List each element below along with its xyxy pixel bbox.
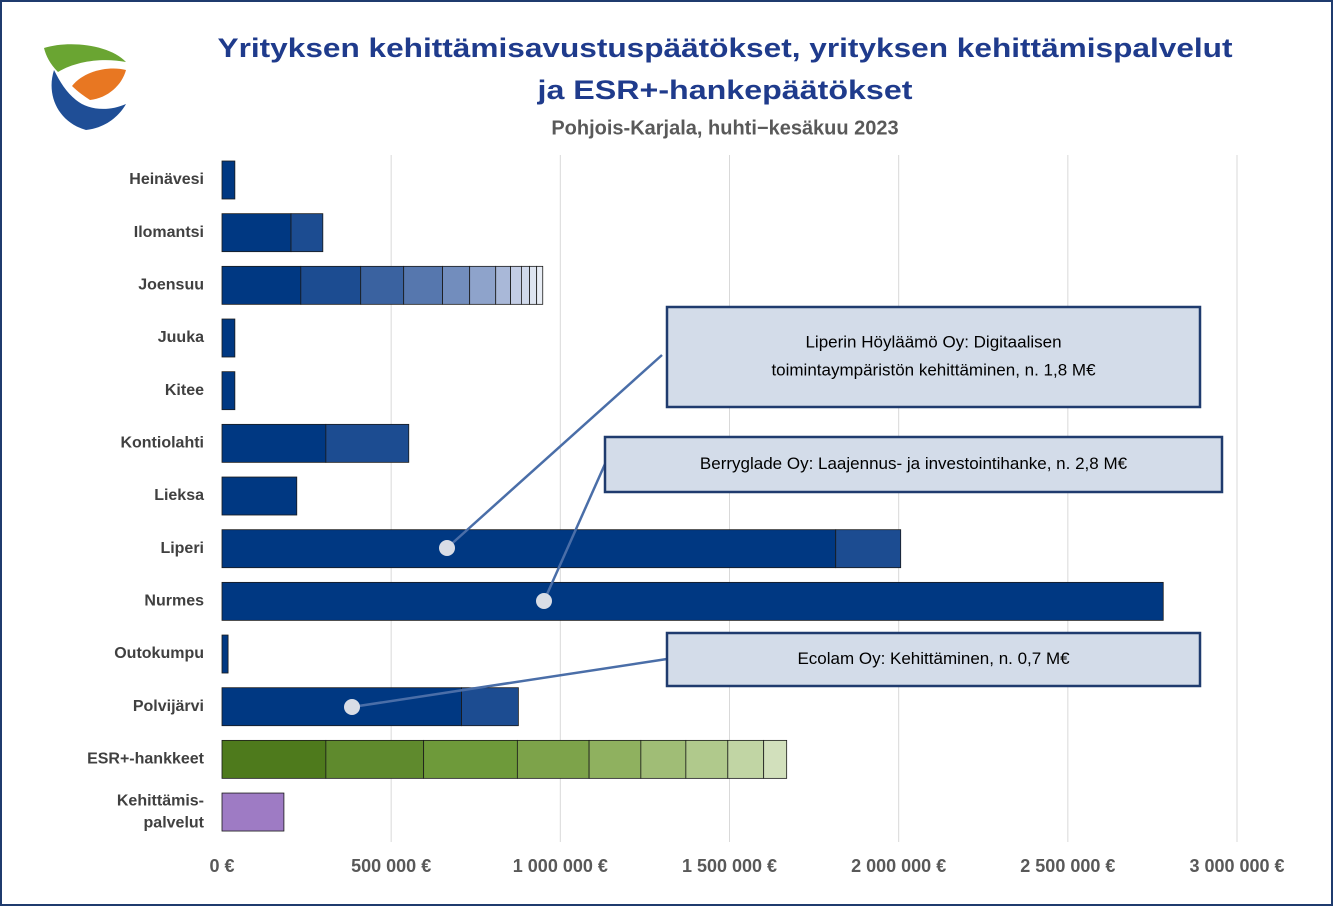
bar-segment [588, 739, 642, 779]
bar-segment [495, 265, 511, 305]
connector-dot [344, 699, 360, 715]
y-tick-label: Liperi [160, 540, 204, 557]
bar-segment [221, 476, 298, 516]
connector [351, 657, 668, 709]
bar-segment [221, 160, 236, 200]
annotation-text: Liperin Höyläämö Oy: Digitaalisen [805, 332, 1061, 351]
bar-segment [221, 687, 462, 727]
x-tick-label: 2 000 000 € [851, 856, 946, 876]
x-tick-label: 3 000 000 € [1189, 856, 1284, 876]
annotation-text: toimintaympäristön kehittäminen, n. 1,8 … [771, 360, 1096, 379]
bar-segment [221, 529, 837, 569]
connector-dot [439, 540, 455, 556]
bar-segment [469, 265, 497, 305]
bar-segment [290, 213, 324, 253]
bar-segment [221, 265, 302, 305]
y-tick-label: Kontiolahti [120, 435, 204, 452]
annotation-text: Ecolam Oy: Kehittäminen, n. 0,7 M€ [797, 649, 1070, 668]
y-tick-label: Heinävesi [129, 171, 204, 188]
bar-segment [835, 529, 902, 569]
bar-segment [325, 739, 425, 779]
x-tick-label: 500 000 € [351, 856, 431, 876]
annotation-text: Berryglade Oy: Laajennus- ja investointi… [700, 454, 1128, 473]
bar-segment [521, 265, 530, 305]
x-tick-label: 1 000 000 € [513, 856, 608, 876]
bar-segment [536, 265, 544, 305]
annotation-box [665, 305, 1202, 409]
bar-segment [221, 423, 327, 463]
y-tick-label: Juuka [158, 329, 204, 346]
annotation-box [603, 435, 1224, 494]
bar-segment [221, 739, 327, 779]
y-tick-label: Polvijärvi [133, 698, 204, 715]
y-tick-label: ESR+-hankkeet [87, 751, 205, 768]
bar-segment [516, 739, 590, 779]
bar-segment [325, 423, 410, 463]
bar-segment [442, 265, 471, 305]
bar-segment [423, 739, 518, 779]
chart-title: ja ESR+-hankepäätökset [536, 75, 912, 105]
bar-segment [510, 265, 522, 305]
bar-segment [640, 739, 687, 779]
connector [542, 463, 607, 602]
y-tick-label: Lieksa [154, 487, 204, 504]
bar-segment [461, 687, 519, 727]
bar-segment [221, 371, 236, 411]
x-tick-label: 1 500 000 € [682, 856, 777, 876]
x-tick-label: 0 € [209, 856, 234, 876]
y-tick-label: Kehittämis- [117, 792, 204, 809]
bar-segment [221, 634, 229, 674]
bar-segment [300, 265, 362, 305]
x-tick-label: 2 500 000 € [1020, 856, 1115, 876]
y-tick-label: palvelut [144, 814, 205, 831]
bar-segment [685, 739, 729, 779]
bar-segment [529, 265, 538, 305]
y-tick-label: Kitee [165, 382, 204, 399]
bar-segment [221, 792, 285, 832]
logo [44, 44, 126, 130]
annotation-box [665, 631, 1202, 688]
bar-segment [360, 265, 405, 305]
bar-segment [727, 739, 765, 779]
y-tick-label: Joensuu [138, 277, 204, 294]
y-tick-label: Ilomantsi [134, 224, 204, 241]
y-tick-label: Nurmes [144, 593, 204, 610]
y-tick-label: Outokumpu [114, 645, 204, 662]
bar-segment [221, 581, 1164, 621]
bar-segment [403, 265, 443, 305]
chart-title: Yrityksen kehittämisavustuspäätökset, yr… [218, 33, 1233, 63]
connector-dot [536, 593, 552, 609]
bar-segment [763, 739, 788, 779]
bar-segment [221, 213, 292, 253]
bar-segment [221, 318, 236, 358]
connector [446, 354, 663, 549]
chart-subtitle: Pohjois-Karjala, huhti−kesäkuu 2023 [551, 117, 898, 139]
